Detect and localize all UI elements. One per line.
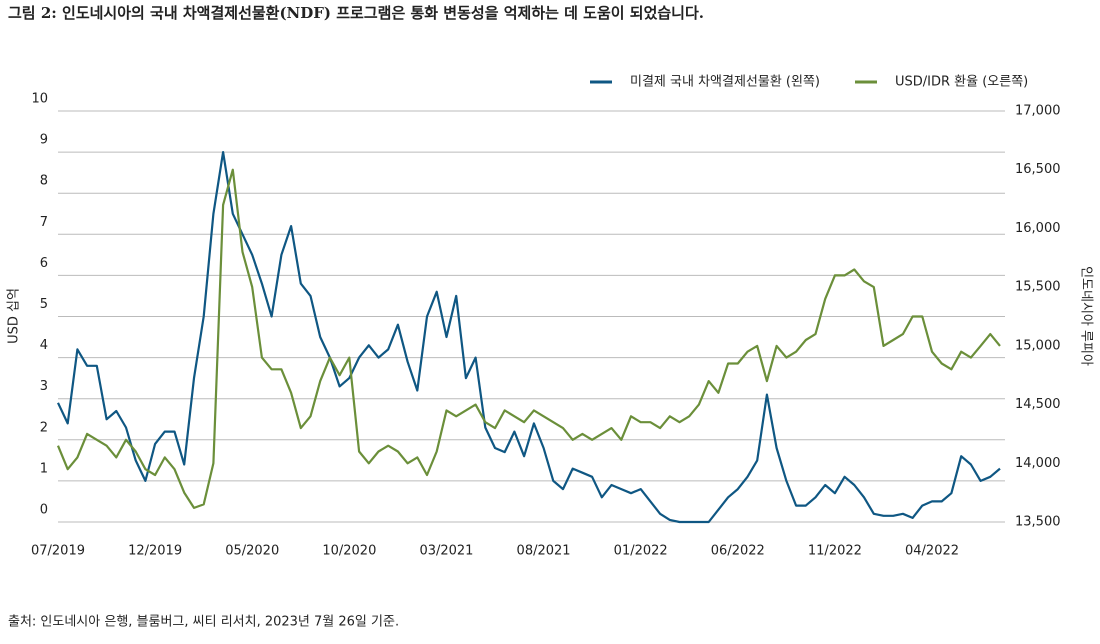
- y-tick-label: 9: [40, 133, 48, 148]
- x-tick-label: 07/2019: [31, 544, 85, 559]
- y2-tick-label: 14,500: [1015, 397, 1061, 412]
- y2-tick-label: 13,500: [1015, 515, 1061, 530]
- chart-title: 그림 2: 인도네시아의 국내 차액결제선물환(NDF) 프로그램은 통화 변동…: [8, 4, 704, 22]
- y2-tick-label: 15,500: [1015, 280, 1061, 295]
- y-tick-label: 5: [40, 297, 48, 312]
- y2-tick-label: 16,000: [1015, 221, 1061, 236]
- x-tick-label: 06/2022: [711, 544, 765, 559]
- y2-tick-label: 14,000: [1015, 456, 1061, 471]
- x-tick-label: 12/2019: [128, 544, 182, 559]
- y-tick-label: 4: [40, 338, 48, 353]
- y2-tick-label: 16,500: [1015, 162, 1061, 177]
- y-axis-label: USD 십억: [7, 288, 22, 344]
- y-tick-label: 3: [40, 379, 48, 394]
- y2-tick-label: 17,000: [1015, 104, 1061, 119]
- x-tick-label: 10/2020: [322, 544, 376, 559]
- legend-label: USD/IDR 환율 (오른쪽): [895, 75, 1028, 90]
- y-tick-label: 7: [40, 215, 48, 230]
- x-tick-label: 04/2022: [905, 544, 959, 559]
- y-tick-label: 2: [40, 420, 48, 435]
- y-tick-label: 8: [40, 174, 48, 189]
- x-tick-label: 05/2020: [225, 544, 279, 559]
- x-tick-label: 11/2022: [808, 544, 862, 559]
- x-tick-label: 01/2022: [614, 544, 668, 559]
- legend-label: 미결제 국내 차액결제선물환 (왼쪽): [630, 75, 820, 90]
- series-line: [56, 168, 1001, 509]
- series-line: [57, 151, 1001, 524]
- x-tick-label: 03/2021: [419, 544, 473, 559]
- y-tick-label: 10: [31, 92, 48, 107]
- y-tick-label: 6: [40, 256, 48, 271]
- y-tick-label: 0: [40, 503, 48, 518]
- source-note: 출처: 인도네시아 은행, 블룸버그, 씨티 리서치, 2023년 7월 26일…: [8, 614, 399, 630]
- y-tick-label: 1: [40, 461, 48, 476]
- x-tick-label: 08/2021: [517, 544, 571, 559]
- y2-axis-label: 인도네시아 루피아: [1079, 266, 1094, 366]
- y2-tick-label: 15,000: [1015, 338, 1061, 353]
